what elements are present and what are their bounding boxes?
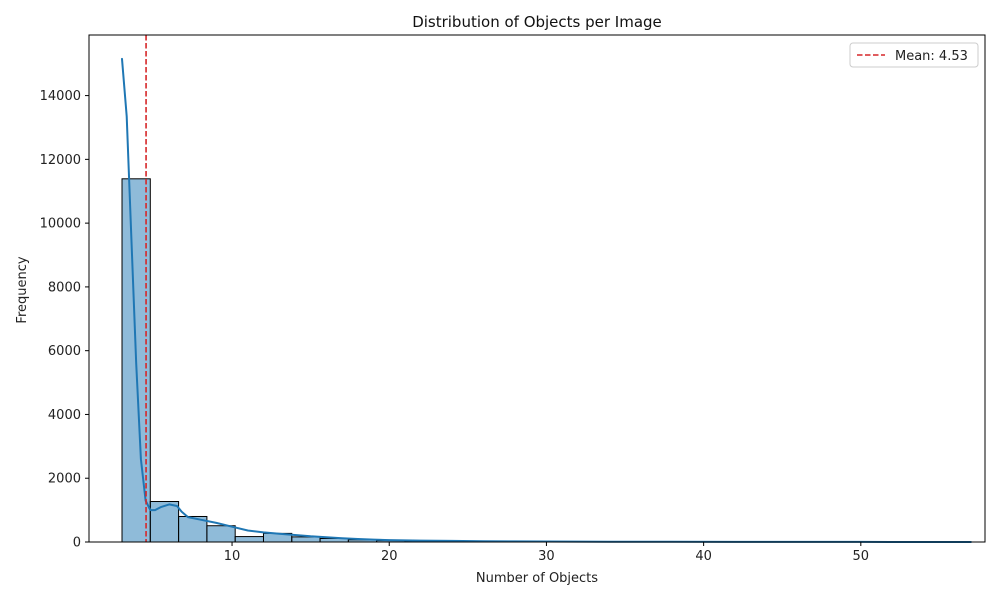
x-tick-label: 50 (853, 549, 870, 564)
chart-title: Distribution of Objects per Image (412, 13, 662, 31)
histogram-bar (234, 536, 264, 543)
legend-box (849, 42, 979, 68)
y-tick-label: 0 (73, 536, 81, 551)
x-tick-label: 40 (695, 549, 712, 564)
y-tick-label: 2000 (48, 472, 81, 487)
histogram-bar (149, 501, 180, 543)
legend: Mean: 4.53 (849, 42, 979, 68)
x-axis-label: Number of Objects (476, 571, 598, 586)
y-tick-label: 4000 (48, 408, 81, 423)
y-tick-label: 6000 (48, 344, 81, 359)
plot-frame (88, 34, 986, 543)
histogram-bar (206, 525, 236, 543)
y-tick-label: 10000 (40, 217, 81, 232)
axes-layer: 10 20 30 40 50 0 2000 4000 6000 8000 10000 12000 140… (40, 34, 986, 564)
x-tick-label: 30 (538, 549, 555, 564)
x-tick-label: 10 (224, 549, 241, 564)
y-axis-label: Frequency (15, 256, 30, 323)
legend-mean-label: Mean: 4.53 (895, 49, 968, 64)
bars-layer (121, 178, 972, 543)
x-tick-label: 20 (381, 549, 398, 564)
histogram-bar (291, 536, 321, 543)
y-tick-label: 14000 (40, 89, 81, 104)
y-tick-label: 8000 (48, 280, 81, 295)
kde-curve (121, 57, 972, 543)
kde-layer (121, 57, 972, 543)
y-tick-label: 12000 (40, 153, 81, 168)
